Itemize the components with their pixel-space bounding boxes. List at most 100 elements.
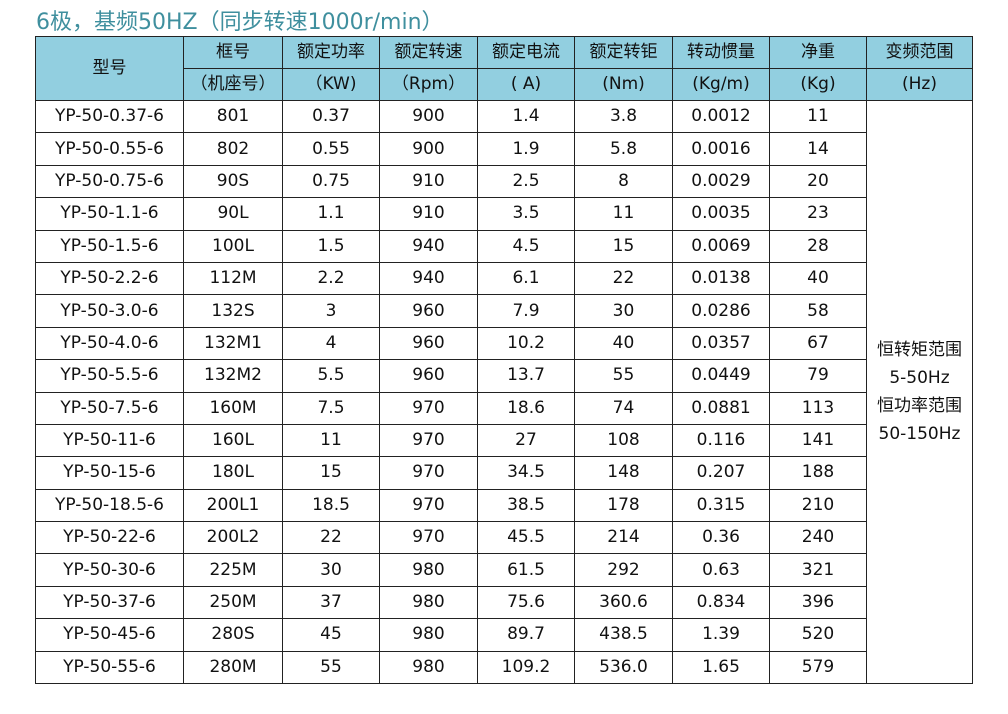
- motor-spec-table: 型号 框号 额定功率 额定转速 额定电流 额定转钜 转动惯量 净重 变频范围 （机座号） （KW) （…: [35, 36, 973, 685]
- table-cell: 40: [574, 326, 673, 361]
- table-row: YP-50-7.5-6 160M 7.5 970 18.6 74 0.0881 113: [35, 391, 973, 425]
- table-cell: 61.5: [477, 553, 575, 587]
- table-cell: 15: [282, 456, 380, 490]
- table-cell: 45: [282, 618, 380, 652]
- table-cell: 20: [769, 164, 867, 199]
- table-cell: 3.8: [574, 99, 673, 134]
- table-cell: 1.65: [672, 650, 770, 685]
- table-cell: 113: [769, 391, 867, 425]
- table-cell: 280S: [183, 618, 283, 652]
- table-cell: 34.5: [477, 456, 575, 490]
- column-header: 框号: [183, 36, 283, 69]
- table-cell: YP-50-1.1-6: [35, 197, 184, 231]
- table-row: YP-50-0.75-6 90S 0.75 910 2.5 8 0.0029 20: [35, 164, 973, 199]
- table-cell: 0.0035: [672, 197, 770, 231]
- column-header: 变频范围: [866, 36, 973, 69]
- table-cell: 200L2: [183, 521, 283, 555]
- column-header-unit: (Kg): [769, 68, 867, 101]
- table-cell: 910: [379, 164, 478, 199]
- table-cell: 18.6: [477, 391, 575, 425]
- table-cell: 132M1: [183, 326, 283, 361]
- table-row: YP-50-4.0-6 132M1 4 960 10.2 40 0.0357 67: [35, 326, 973, 361]
- table-cell: 132M2: [183, 359, 283, 393]
- table-cell: 0.0016: [672, 132, 770, 166]
- table-cell: 38.5: [477, 488, 575, 523]
- table-cell: YP-50-3.0-6: [35, 294, 184, 328]
- table-cell: 0.0138: [672, 261, 770, 296]
- table-cell: 200L1: [183, 488, 283, 523]
- table-cell: 960: [379, 294, 478, 328]
- table-cell: 980: [379, 650, 478, 685]
- table-cell: 980: [379, 553, 478, 587]
- table-cell: 45.5: [477, 521, 575, 555]
- table-cell: 536.0: [574, 650, 673, 685]
- table-cell: 3.5: [477, 197, 575, 231]
- header-row: 型号 框号 额定功率 额定转速 额定电流 额定转钜 转动惯量 净重 变频范围: [35, 36, 973, 101]
- table-cell: 3: [282, 294, 380, 328]
- table-cell: 980: [379, 618, 478, 652]
- table-cell: 89.7: [477, 618, 575, 652]
- table-cell: 0.0881: [672, 391, 770, 425]
- table-cell: 0.63: [672, 553, 770, 587]
- table-cell: YP-50-55-6: [35, 650, 184, 685]
- table-cell: YP-50-4.0-6: [35, 326, 184, 361]
- table-cell: 90S: [183, 164, 283, 199]
- table-cell: YP-50-11-6: [35, 423, 184, 458]
- table-cell: YP-50-7.5-6: [35, 391, 184, 425]
- table-cell: 0.0012: [672, 99, 770, 134]
- table-cell: 67: [769, 326, 867, 361]
- table-cell: 1.39: [672, 618, 770, 652]
- table-row: YP-50-18.5-6 200L1 18.5 970 38.5 178 0.315 210: [35, 488, 973, 523]
- frequency-range-line: 恒转矩范围: [877, 340, 962, 361]
- table-cell: 801: [183, 99, 283, 134]
- table-cell: 79: [769, 359, 867, 393]
- table-cell: 900: [379, 132, 478, 166]
- column-header-unit: （KW): [282, 68, 380, 101]
- table-row: YP-50-22-6 200L2 22 970 45.5 214 0.36 240: [35, 521, 973, 555]
- table-cell: 0.75: [282, 164, 380, 199]
- table-cell: 11: [282, 423, 380, 458]
- table-cell: 2.2: [282, 261, 380, 296]
- table-cell: 970: [379, 488, 478, 523]
- table-cell: 4.5: [477, 229, 575, 263]
- table-row: YP-50-15-6 180L 15 970 34.5 148 0.207 188: [35, 456, 973, 490]
- table-cell: 13.7: [477, 359, 575, 393]
- table-cell: 7.9: [477, 294, 575, 328]
- table-cell: 112M: [183, 261, 283, 296]
- table-cell: 579: [769, 650, 867, 685]
- table-row: YP-50-45-6 280S 45 980 89.7 438.5 1.39 520: [35, 618, 973, 652]
- table-cell: YP-50-0.55-6: [35, 132, 184, 166]
- column-header: 额定功率: [282, 36, 380, 69]
- column-header-unit: (Nm): [574, 68, 673, 101]
- table-cell: 11: [769, 99, 867, 134]
- table-row: YP-50-0.37-6 801 0.37 900 1.4 3.8 0.0012 11 恒转矩范…: [35, 99, 973, 685]
- table-cell: 160M: [183, 391, 283, 425]
- table-cell: 960: [379, 326, 478, 361]
- table-row: YP-50-1.5-6 100L 1.5 940 4.5 15 0.0069 28: [35, 229, 973, 263]
- table-cell: 4: [282, 326, 380, 361]
- column-header: 额定转速: [379, 36, 478, 69]
- table-cell: 0.0357: [672, 326, 770, 361]
- header-row: （机座号） （KW) （Rpm）( A) (Nm) (Kg/m) (Kg) (Hz): [36, 68, 973, 101]
- table-cell: YP-50-1.5-6: [35, 229, 184, 263]
- table-cell: 5.5: [282, 359, 380, 393]
- table-cell: 132S: [183, 294, 283, 328]
- table-cell: 27: [477, 423, 575, 458]
- frequency-range-line: 5-50Hz: [889, 368, 950, 389]
- column-header: 额定转钜: [574, 36, 673, 69]
- table-cell: 0.0069: [672, 229, 770, 263]
- column-header-unit: ( A): [477, 68, 575, 101]
- table-cell: 108: [574, 423, 673, 458]
- table-cell: 178: [574, 488, 673, 523]
- table-cell: 0.0029: [672, 164, 770, 199]
- table-cell: 0.36: [672, 521, 770, 555]
- table-row: YP-50-11-6 160L 11 970 27 108 0.116 141: [35, 423, 973, 458]
- table-cell: 802: [183, 132, 283, 166]
- table-row: YP-50-37-6 250M 37 980 75.6 360.6 0.834 396: [35, 585, 973, 620]
- table-cell: 1.9: [477, 132, 575, 166]
- table-cell: 250M: [183, 585, 283, 620]
- frequency-range-line: 50-150Hz: [878, 424, 961, 445]
- table-cell: 0.834: [672, 585, 770, 620]
- table-cell: 148: [574, 456, 673, 490]
- table-cell: YP-50-45-6: [35, 618, 184, 652]
